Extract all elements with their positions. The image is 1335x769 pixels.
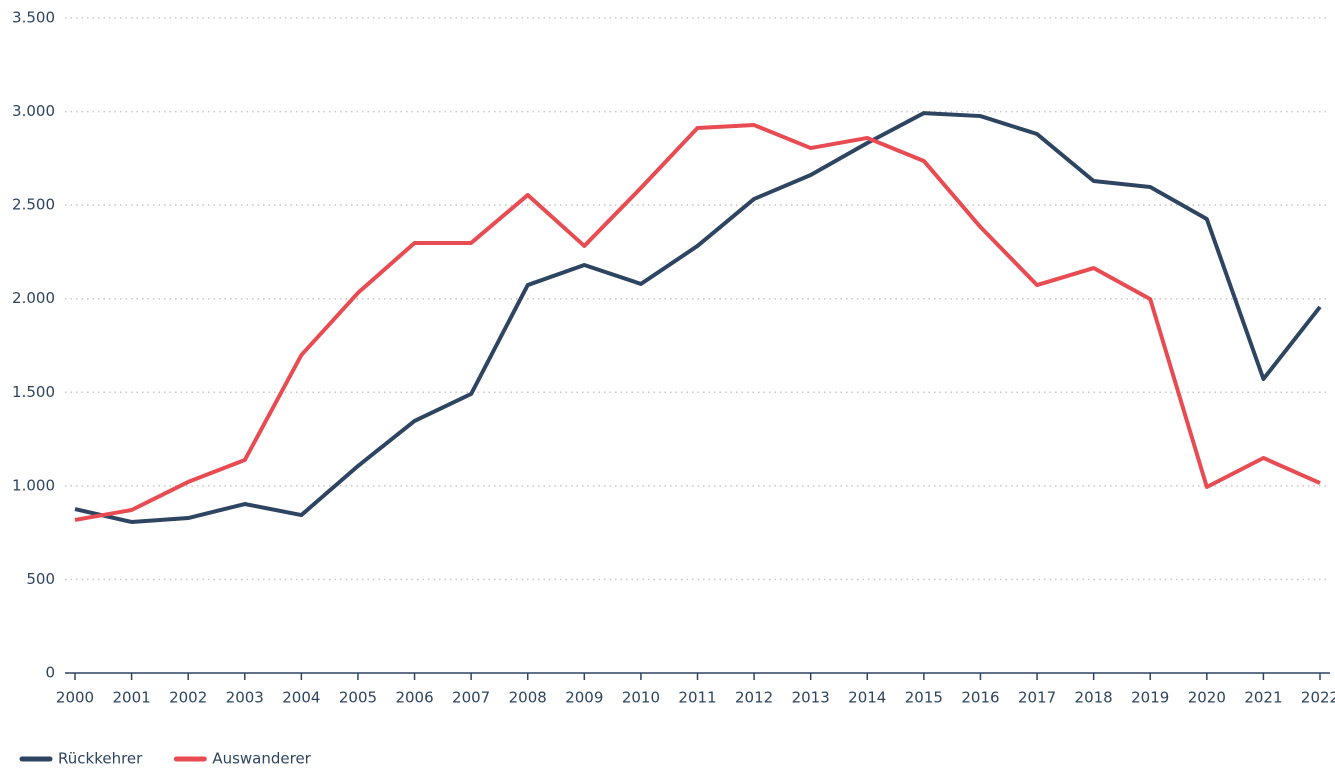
legend-label: Rückkehrer (58, 750, 143, 768)
x-tick-label: 2015 (905, 689, 943, 707)
x-tick-label: 2009 (565, 689, 603, 707)
x-tick-label: 2000 (56, 689, 94, 707)
x-tick-label: 2011 (678, 689, 716, 707)
y-tick-label: 0 (45, 664, 55, 682)
y-tick-label: 3.500 (12, 9, 55, 27)
x-tick-label: 2008 (509, 689, 547, 707)
x-tick-label: 2012 (735, 689, 773, 707)
y-tick-label: 3.000 (12, 102, 55, 120)
x-tick-label: 2004 (282, 689, 320, 707)
y-tick-label: 2.500 (12, 196, 55, 214)
x-tick-label: 2020 (1188, 689, 1226, 707)
y-tick-label: 2.000 (12, 289, 55, 307)
x-tick-label: 2005 (339, 689, 377, 707)
series-line (74, 111, 1322, 524)
x-tick-label: 2017 (1018, 689, 1056, 707)
x-tick-label: 2014 (848, 689, 886, 707)
y-tick-label: 500 (26, 570, 55, 588)
x-tick-label: 2006 (395, 689, 433, 707)
x-tick-label: 2021 (1244, 689, 1282, 707)
x-tick-label: 2010 (622, 689, 660, 707)
x-tick-label: 2003 (226, 689, 264, 707)
x-tick-label: 2001 (112, 689, 150, 707)
x-tick-label: 2007 (452, 689, 490, 707)
x-tick-label: 2016 (961, 689, 999, 707)
x-tick-label: 2002 (169, 689, 207, 707)
x-tick-label: 2013 (792, 689, 830, 707)
series-line (74, 123, 1321, 522)
y-tick-label: 1.000 (12, 476, 55, 494)
x-tick-label: 2018 (1075, 689, 1113, 707)
legend-label: Auswanderer (212, 750, 311, 768)
x-tick-label: 2019 (1131, 689, 1169, 707)
x-tick-label: 2022 (1301, 689, 1335, 707)
y-tick-label: 1.500 (12, 383, 55, 401)
